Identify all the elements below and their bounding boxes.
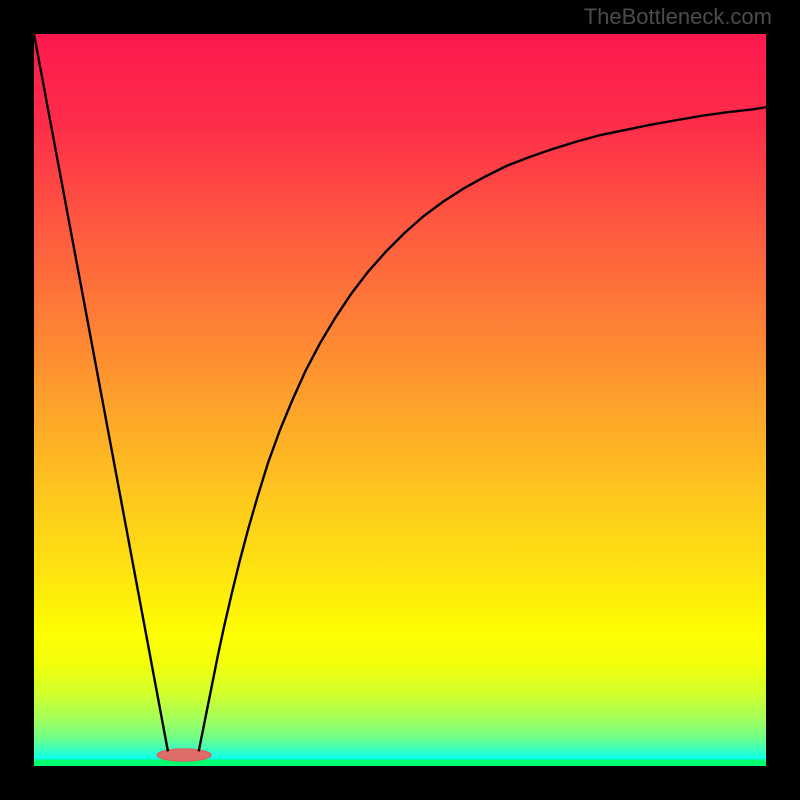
bottom-green-band (34, 759, 766, 766)
chart-svg (34, 34, 766, 766)
chart-container (34, 34, 766, 766)
gradient-background (34, 34, 766, 766)
watermark-text: TheBottleneck.com (584, 4, 772, 30)
minimum-marker (157, 749, 211, 761)
